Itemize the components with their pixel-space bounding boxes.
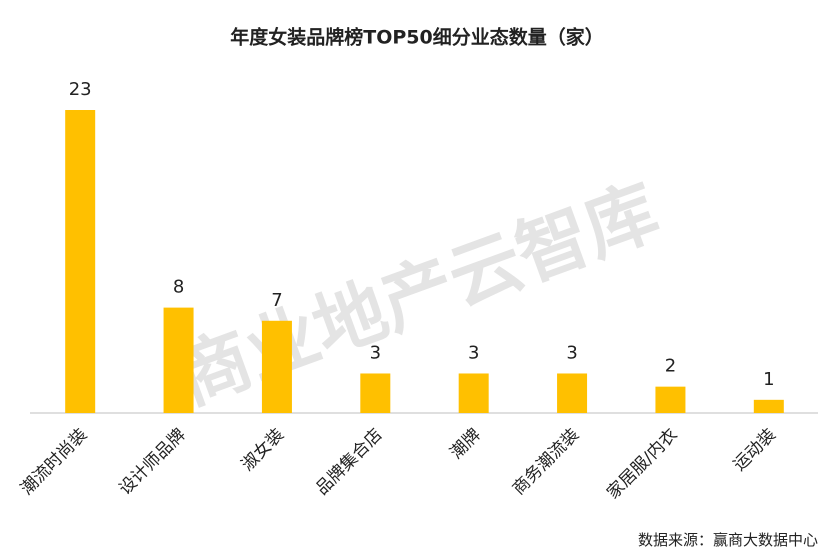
data-label: 1	[763, 369, 774, 390]
bar	[655, 386, 686, 413]
data-label: 3	[370, 342, 381, 363]
bar	[557, 373, 588, 413]
data-label: 2	[665, 356, 676, 377]
data-label: 3	[468, 342, 479, 363]
bar	[163, 307, 194, 413]
data-label: 7	[271, 290, 282, 311]
data-label: 3	[566, 342, 577, 363]
bar	[458, 373, 489, 413]
data-label: 8	[173, 277, 184, 298]
bar	[360, 373, 391, 413]
bar	[65, 110, 96, 413]
bar	[753, 399, 784, 413]
chart-title: 年度女装品牌榜TOP50细分业态数量（家）	[230, 26, 603, 49]
bar	[261, 320, 292, 413]
data-label: 23	[69, 79, 92, 100]
source-note: 数据来源：赢商大数据中心	[638, 531, 818, 549]
